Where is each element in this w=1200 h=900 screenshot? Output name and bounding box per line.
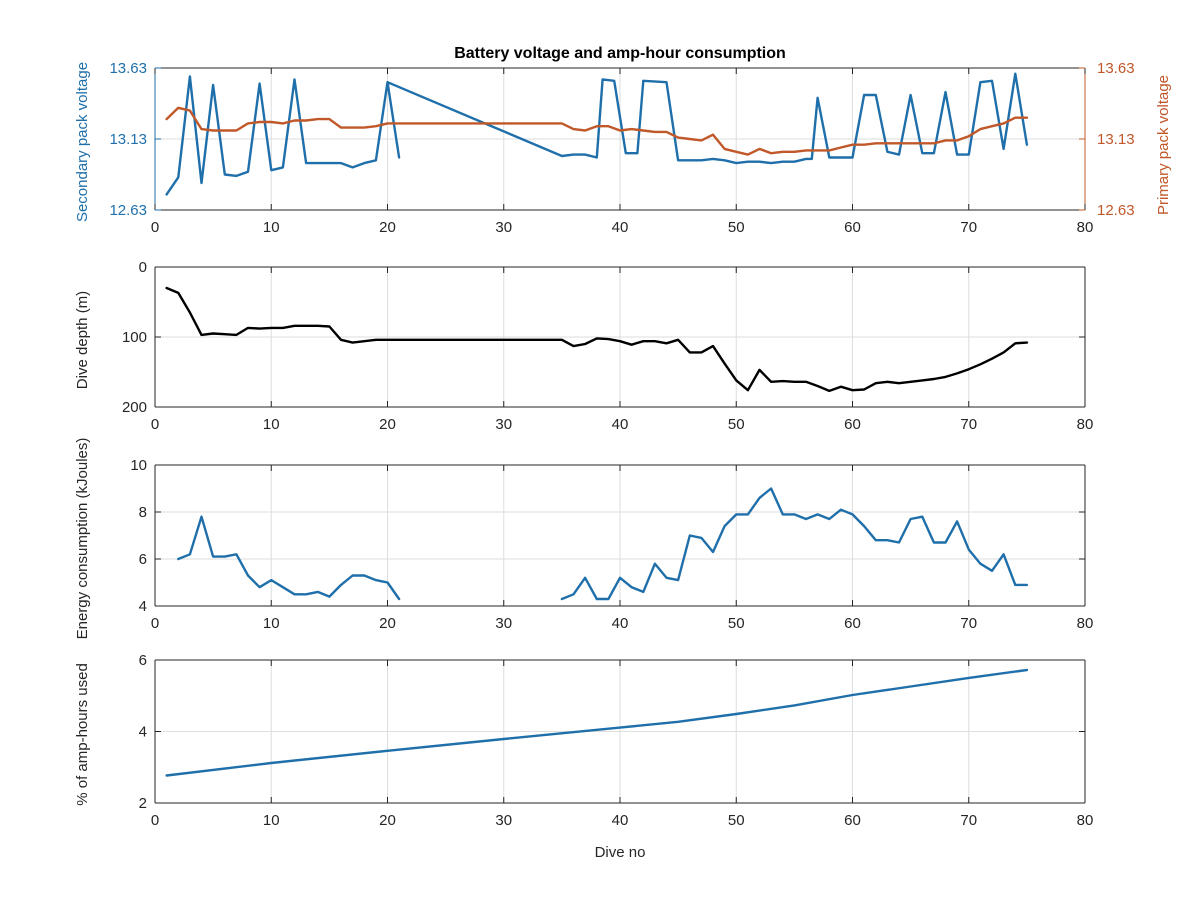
- x-tick-label: 30: [495, 416, 512, 433]
- figure-title: Battery voltage and amp-hour consumption: [454, 45, 786, 62]
- series-line-1-1: [165, 72, 1029, 196]
- y-tick-label: 6: [139, 652, 147, 669]
- series-line-3-1: [177, 487, 1029, 601]
- y-tick-label: 13.13: [109, 131, 147, 148]
- x-tick-label: 40: [612, 416, 629, 433]
- y-tick-label: 10: [130, 457, 147, 474]
- x-tick-label: 30: [495, 812, 512, 829]
- y-axis-label: % of amp-hours used: [74, 663, 91, 806]
- y-tick-label: 2: [139, 795, 147, 812]
- x-tick-label: 0: [151, 219, 159, 236]
- series-line-1-2: [165, 106, 1029, 156]
- y-tick-label: 100: [122, 329, 147, 346]
- y-axis-label-right: Primary pack voltage: [1155, 75, 1172, 215]
- y-tick-label: 0: [139, 259, 147, 276]
- x-tick-label: 80: [1077, 615, 1094, 632]
- y-tick-label: 13.63: [109, 60, 147, 77]
- x-tick-label: 40: [612, 615, 629, 632]
- x-tick-label: 50: [728, 812, 745, 829]
- y-tick-label: 200: [122, 399, 147, 416]
- x-tick-label: 10: [263, 416, 280, 433]
- x-tick-label: 60: [844, 812, 861, 829]
- y-right-tick-label: 12.63: [1097, 202, 1135, 219]
- y-right-tick-label: 13.13: [1097, 131, 1135, 148]
- series-line-2-1: [165, 286, 1029, 393]
- x-tick-label: 20: [379, 416, 396, 433]
- x-tick-label: 60: [844, 416, 861, 433]
- x-tick-label: 70: [960, 615, 977, 632]
- x-tick-label: 20: [379, 219, 396, 236]
- y-axis-label: Dive depth (m): [74, 291, 91, 389]
- x-tick-label: 60: [844, 219, 861, 236]
- x-tick-label: 70: [960, 812, 977, 829]
- x-tick-label: 60: [844, 615, 861, 632]
- x-tick-label: 80: [1077, 812, 1094, 829]
- x-tick-label: 30: [495, 219, 512, 236]
- x-tick-label: 10: [263, 219, 280, 236]
- x-tick-label: 80: [1077, 219, 1094, 236]
- x-tick-label: 50: [728, 219, 745, 236]
- x-tick-label: 50: [728, 416, 745, 433]
- y-tick-label: 12.63: [109, 202, 147, 219]
- x-tick-label: 40: [612, 219, 629, 236]
- x-tick-label: 10: [263, 812, 280, 829]
- x-tick-label: 0: [151, 615, 159, 632]
- x-tick-label: 20: [379, 615, 396, 632]
- x-tick-label: 80: [1077, 416, 1094, 433]
- x-tick-label: 10: [263, 615, 280, 632]
- x-tick-label: 0: [151, 812, 159, 829]
- x-tick-label: 70: [960, 416, 977, 433]
- x-tick-label: 40: [612, 812, 629, 829]
- y-right-tick-label: 13.63: [1097, 60, 1135, 77]
- x-tick-label: 20: [379, 812, 396, 829]
- x-tick-label: 0: [151, 416, 159, 433]
- y-axis-label: Secondary pack voltage: [74, 62, 91, 222]
- x-tick-label: 50: [728, 615, 745, 632]
- y-axis-label: Energy consumption (kJoules): [74, 438, 91, 640]
- x-tick-label: 70: [960, 219, 977, 236]
- y-tick-label: 4: [139, 598, 147, 615]
- y-tick-label: 8: [139, 504, 147, 521]
- series-line-4-1: [165, 668, 1029, 777]
- y-tick-label: 6: [139, 551, 147, 568]
- y-tick-label: 4: [139, 724, 147, 741]
- x-tick-label: 30: [495, 615, 512, 632]
- x-axis-label: Dive no: [595, 844, 646, 861]
